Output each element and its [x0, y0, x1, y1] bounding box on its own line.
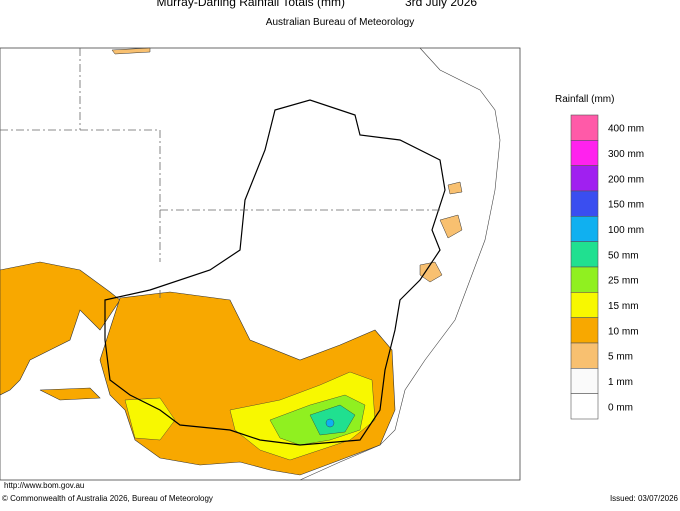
- legend-swatch: [570, 190, 599, 217]
- rainfall-1mm: [419, 181, 463, 283]
- legend-swatch: [570, 140, 599, 166]
- legend-swatch: [570, 368, 599, 394]
- east-coast: [299, 47, 501, 481]
- legend-swatch: [570, 317, 599, 344]
- legend-label: 5 mm: [608, 352, 633, 363]
- legend-label: 300 mm: [608, 149, 644, 160]
- legend-swatch: [570, 165, 599, 192]
- legend-label: 50 mm: [608, 250, 639, 261]
- rainfall-100mm: [325, 418, 335, 428]
- date: 3rd July 2026: [405, 0, 477, 9]
- rainfall-10mm: [124, 397, 176, 441]
- legend-label: 1 mm: [608, 377, 633, 388]
- legend-swatch: [570, 342, 599, 369]
- map: [0, 47, 521, 481]
- legend-label: 0 mm: [608, 402, 633, 413]
- state-borders: [0, 48, 440, 300]
- kangaroo-island: [39, 387, 101, 401]
- legend-swatch: [570, 216, 599, 242]
- legend-swatch: [570, 114, 599, 141]
- legend: 400 mm 300 mm 200 mm 150 mm 100 mm 50 mm 25 mm…: [570, 114, 644, 420]
- legend-label: 15 mm: [608, 301, 639, 312]
- legend-label: 10 mm: [608, 326, 639, 337]
- title: Murray-Darling Rainfall Totals (mm): [157, 0, 345, 9]
- subtitle: Australian Bureau of Meteorology: [266, 17, 414, 28]
- rainfall-1mm-north: [111, 47, 151, 55]
- legend-swatch: [570, 241, 599, 268]
- legend-label: 25 mm: [608, 276, 639, 287]
- legend-label: 150 mm: [608, 200, 644, 211]
- copyright: © Commonwealth of Australia 2026, Bureau…: [2, 494, 213, 503]
- issued: Issued: 03/07/2026: [610, 494, 679, 503]
- legend-label: 200 mm: [608, 174, 644, 185]
- url: http://www.bom.gov.au: [4, 481, 84, 490]
- land-sa: [0, 261, 121, 396]
- legend-swatch: [570, 266, 599, 293]
- legend-label: 100 mm: [608, 225, 644, 236]
- legend-swatch: [570, 393, 599, 420]
- basin-boundary: [104, 99, 446, 446]
- legend-swatch: [570, 292, 599, 318]
- legend-title: Rainfall (mm): [555, 94, 614, 105]
- legend-label: 400 mm: [608, 124, 644, 135]
